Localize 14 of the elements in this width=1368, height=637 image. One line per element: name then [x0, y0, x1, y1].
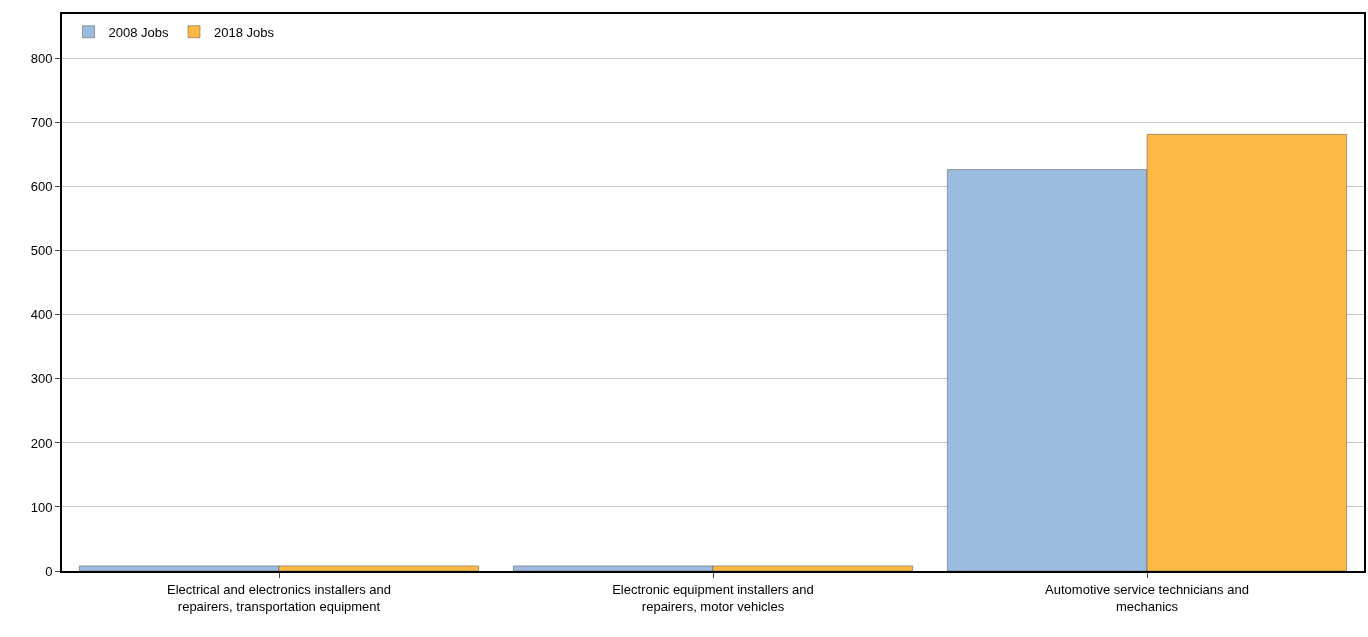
y-tick-label: 200	[30, 435, 53, 451]
legend-label: 2018 Jobs	[214, 24, 275, 40]
y-tick-label: 100	[30, 499, 53, 515]
x-tick-label: Automotive service technicians and mechanics	[1045, 581, 1249, 614]
y-tick-label: 800	[30, 51, 53, 67]
legend-label: 2008 Jobs	[108, 24, 169, 40]
y-tick-label: 400	[30, 307, 53, 323]
x-tick-label: Electronic equipment installers and repairers, motor vehicles	[612, 581, 814, 614]
y-tick-label: 0	[45, 563, 53, 579]
y-tick-label: 600	[30, 179, 53, 195]
y-tick-label: 700	[30, 115, 53, 131]
y-tick-label: 500	[30, 243, 53, 259]
x-tick-label: Electrical and electronics installers and repairers, transportation equipment	[167, 581, 391, 614]
y-tick-label: 300	[30, 371, 53, 387]
